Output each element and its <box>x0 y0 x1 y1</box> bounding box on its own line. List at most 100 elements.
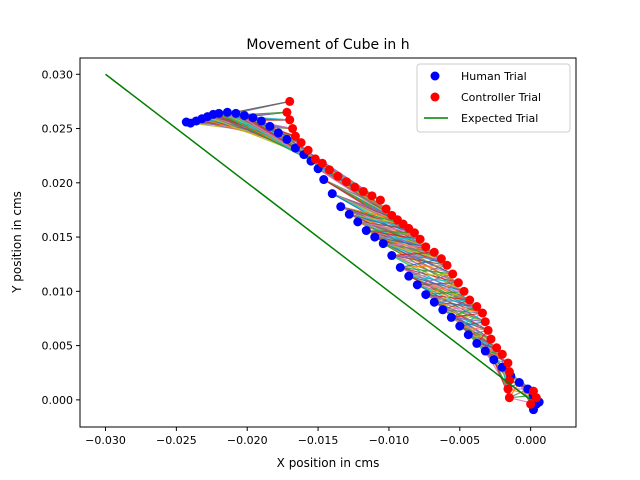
controller-trial-point <box>317 158 327 168</box>
y-axis-label: Y position in cms <box>10 191 24 294</box>
chart-title: Movement of Cube in h <box>246 37 409 53</box>
controller-trial-point <box>333 171 343 181</box>
controller-trial-point <box>303 145 313 155</box>
controller-trial-point <box>429 247 439 257</box>
human-trial-point <box>353 217 363 227</box>
legend-label: Controller Trial <box>461 91 541 104</box>
human-trial-point <box>370 232 380 242</box>
human-trial-point <box>514 378 524 388</box>
controller-trial-point <box>367 191 377 201</box>
trajectory-line <box>383 243 448 266</box>
human-trial-point <box>273 128 283 138</box>
legend-label: Human Trial <box>461 70 527 83</box>
controller-trial-point <box>526 399 536 409</box>
trajectory-line <box>434 290 465 303</box>
legend-marker <box>430 92 440 102</box>
y-tick-label: 0.020 <box>42 177 74 190</box>
human-trial-point <box>378 239 388 249</box>
human-trial-point <box>489 355 499 365</box>
controller-trial-point <box>290 131 300 141</box>
trajectory-line <box>417 282 459 286</box>
trajectory-line <box>391 251 435 257</box>
controller-trial-point <box>459 286 469 296</box>
controller-trial-point <box>503 384 513 394</box>
human-trial-point <box>429 297 439 307</box>
trajectory-line <box>417 284 465 292</box>
trajectory-line <box>434 301 483 314</box>
controller-trial-point <box>421 242 431 252</box>
controller-trial-point <box>480 317 490 327</box>
trajectory-line <box>383 243 453 275</box>
controller-trial-point <box>504 393 514 403</box>
trajectory-line <box>400 258 442 269</box>
x-tick-label: −0.030 <box>85 434 126 447</box>
controller-trial-point <box>448 269 458 279</box>
y-axis-ticks: 0.000 0.005 0.010 0.015 0.020 0.025 0.030 <box>42 68 80 407</box>
trajectory-line <box>383 242 426 248</box>
controller-trial-point <box>381 204 391 214</box>
controller-trial-point <box>465 295 475 305</box>
legend-marker <box>430 71 440 81</box>
controller-trial-point <box>436 254 446 264</box>
controller-trial-point <box>492 343 502 353</box>
trajectory-line <box>383 243 442 260</box>
trajectory-line <box>357 221 415 234</box>
trajectory-line <box>451 305 478 318</box>
y-tick-label: 0.010 <box>42 285 74 298</box>
trajectory-line <box>425 290 465 296</box>
controller-trial-series <box>282 96 541 409</box>
trajectory-lines <box>186 100 540 410</box>
trajectory-line <box>434 299 470 303</box>
trajectory-line <box>451 316 486 323</box>
x-tick-label: −0.015 <box>298 434 339 447</box>
trajectory-line <box>391 254 448 266</box>
human-trial-point <box>361 226 371 236</box>
trajectory-line <box>417 273 453 286</box>
human-trial-point <box>480 346 490 356</box>
controller-trial-point <box>486 334 496 344</box>
trajectory-line <box>476 342 503 355</box>
controller-trial-point <box>453 278 463 288</box>
trajectory-line <box>434 301 477 308</box>
expected-trial-series <box>105 73 532 401</box>
controller-trial-point <box>296 138 306 148</box>
y-tick-label: 0.025 <box>42 123 74 136</box>
x-tick-label: 0.000 <box>515 434 547 447</box>
trajectory-line <box>442 299 470 311</box>
human-trial-point <box>344 209 354 219</box>
controller-trial-point <box>415 234 425 244</box>
legend-box <box>416 63 571 133</box>
trajectory-line <box>459 325 489 332</box>
controller-trial-point <box>504 367 514 377</box>
controller-trial-point <box>472 302 482 312</box>
legend: Human Trial Controller Trial Expected Tria… <box>416 63 571 133</box>
human-trial-series <box>181 107 544 415</box>
x-tick-label: −0.005 <box>439 434 480 447</box>
trajectory-line <box>400 264 448 269</box>
trajectory-line <box>366 229 421 240</box>
x-axis-label: X position in cms <box>277 456 380 470</box>
controller-trial-point <box>324 165 334 175</box>
trajectory-line <box>459 325 492 340</box>
controller-trial-point <box>477 308 487 318</box>
human-trial-point <box>387 251 397 261</box>
controller-trial-point <box>285 115 295 125</box>
y-tick-label: 0.005 <box>42 340 74 353</box>
human-trial-point <box>412 280 422 290</box>
controller-trial-point <box>282 107 292 117</box>
human-trial-point <box>463 330 473 340</box>
human-trial-point <box>446 312 456 322</box>
controller-trial-point <box>497 349 507 359</box>
y-tick-label: 0.015 <box>42 231 74 244</box>
controller-trial-point <box>350 182 360 192</box>
controller-trial-point <box>483 325 493 335</box>
trajectory-line <box>391 254 442 260</box>
x-axis-ticks: −0.030 −0.025 −0.020 −0.015 −0.010 −0.005 0.00… <box>85 427 546 447</box>
controller-trial-point <box>358 186 368 196</box>
controller-trial-point <box>531 393 541 403</box>
trajectory-line <box>408 264 448 277</box>
human-trial-point <box>336 202 346 212</box>
legend-label: Expected Trial <box>461 112 538 125</box>
human-trial-point <box>327 189 337 199</box>
